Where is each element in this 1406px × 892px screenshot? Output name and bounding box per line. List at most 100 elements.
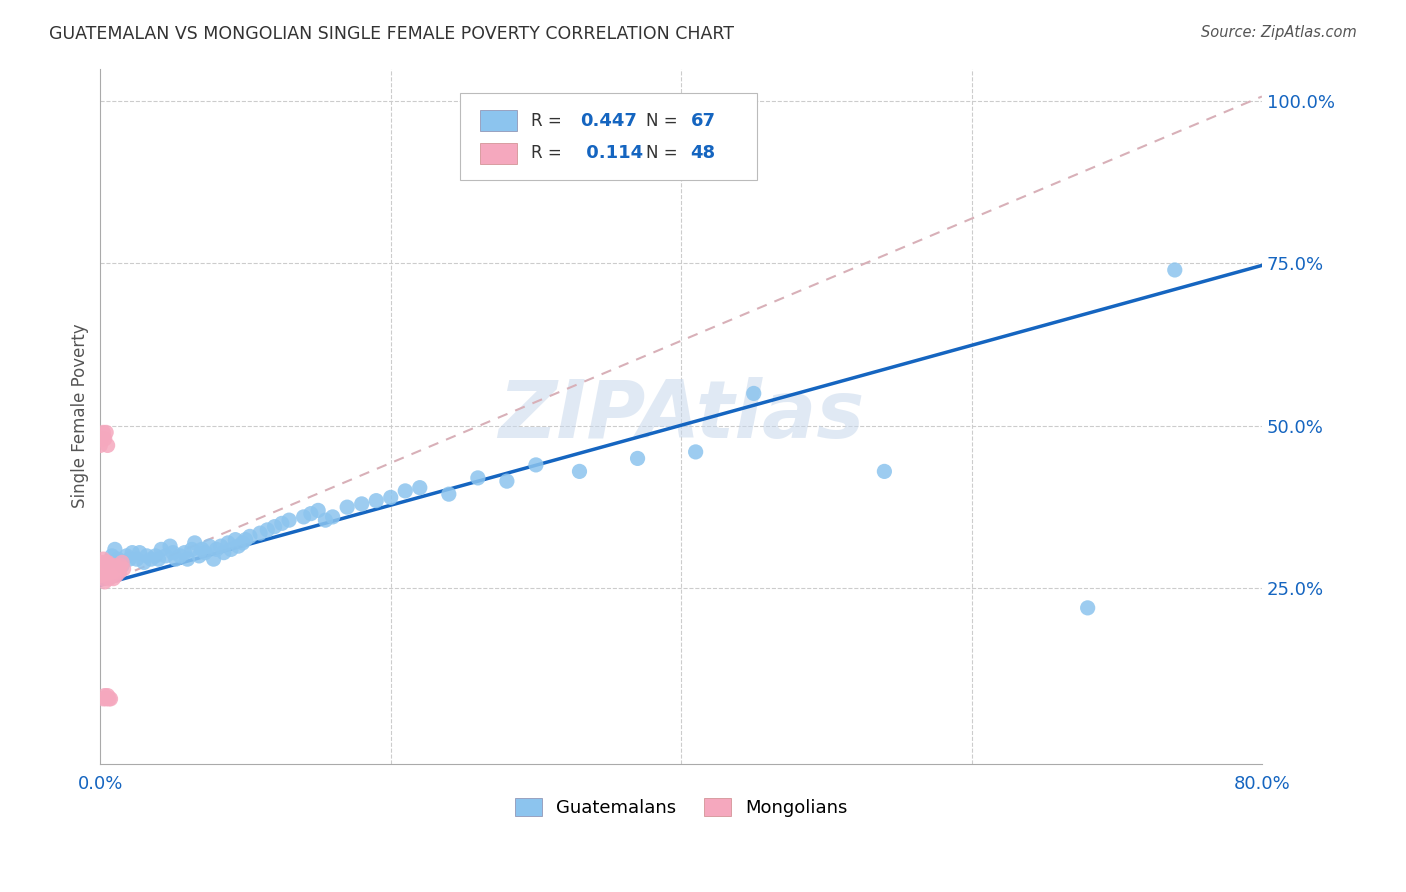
Point	[217, 536, 239, 550]
Point	[96, 555, 118, 569]
Point	[150, 542, 173, 557]
Point	[90, 432, 112, 446]
Text: ZIPAtlas: ZIPAtlas	[498, 377, 865, 455]
Point	[307, 503, 329, 517]
Point	[202, 552, 225, 566]
FancyBboxPatch shape	[481, 111, 517, 131]
Point	[101, 549, 124, 563]
Point	[101, 562, 124, 576]
Point	[299, 507, 322, 521]
Y-axis label: Single Female Poverty: Single Female Poverty	[72, 324, 89, 508]
FancyBboxPatch shape	[460, 93, 756, 180]
Point	[101, 568, 124, 582]
Text: R =: R =	[531, 145, 567, 162]
Point	[112, 562, 135, 576]
Point	[93, 432, 115, 446]
Point	[409, 481, 432, 495]
Point	[91, 558, 114, 573]
Point	[180, 542, 202, 557]
Point	[121, 546, 143, 560]
Point	[118, 552, 141, 566]
Point	[90, 558, 112, 573]
Point	[97, 555, 120, 569]
Point	[380, 491, 402, 505]
Point	[394, 483, 416, 498]
Point	[169, 549, 191, 563]
Point	[496, 474, 519, 488]
Point	[148, 552, 170, 566]
Point	[191, 542, 214, 557]
Point	[568, 464, 591, 478]
Point	[90, 562, 112, 576]
Point	[212, 546, 235, 560]
Point	[93, 689, 115, 703]
Point	[91, 572, 114, 586]
Point	[90, 565, 112, 579]
Point	[100, 691, 122, 706]
Point	[226, 539, 249, 553]
Point	[235, 533, 257, 547]
Point	[194, 546, 217, 560]
Point	[249, 526, 271, 541]
Point	[107, 552, 129, 566]
Text: Source: ZipAtlas.com: Source: ZipAtlas.com	[1201, 25, 1357, 40]
Point	[89, 438, 111, 452]
Legend: Guatemalans, Mongolians: Guatemalans, Mongolians	[508, 790, 855, 824]
Point	[524, 458, 547, 472]
Point	[104, 565, 127, 579]
Point	[239, 529, 262, 543]
Point	[183, 536, 205, 550]
Point	[125, 552, 148, 566]
Point	[132, 555, 155, 569]
Point	[209, 539, 232, 553]
Point	[742, 386, 765, 401]
Point	[115, 549, 138, 563]
Point	[97, 689, 120, 703]
Text: 0.114: 0.114	[581, 145, 643, 162]
Point	[128, 546, 150, 560]
Text: GUATEMALAN VS MONGOLIAN SINGLE FEMALE POVERTY CORRELATION CHART: GUATEMALAN VS MONGOLIAN SINGLE FEMALE PO…	[49, 25, 734, 43]
Point	[278, 513, 301, 527]
Point	[100, 568, 122, 582]
Point	[96, 425, 118, 440]
Text: 67: 67	[690, 112, 716, 129]
Point	[173, 546, 195, 560]
Point	[91, 691, 114, 706]
Point	[314, 513, 336, 527]
Point	[198, 539, 221, 553]
Point	[232, 536, 254, 550]
Point	[91, 565, 114, 579]
Point	[145, 549, 167, 563]
Point	[155, 549, 177, 563]
Point	[224, 533, 246, 547]
Point	[270, 516, 292, 531]
Point	[292, 509, 315, 524]
Point	[97, 562, 120, 576]
Point	[89, 568, 111, 582]
Point	[93, 555, 115, 569]
Point	[437, 487, 460, 501]
Point	[100, 558, 122, 573]
Point	[111, 555, 134, 569]
Point	[98, 572, 121, 586]
Point	[97, 568, 120, 582]
Point	[159, 539, 181, 553]
Point	[350, 497, 373, 511]
Point	[135, 549, 157, 563]
Point	[97, 555, 120, 569]
Point	[263, 519, 285, 533]
Point	[93, 574, 115, 589]
Point	[108, 565, 131, 579]
Text: N =: N =	[647, 112, 683, 129]
Point	[97, 438, 120, 452]
Point	[93, 562, 115, 576]
Point	[96, 568, 118, 582]
Point	[104, 542, 127, 557]
Point	[165, 552, 187, 566]
Point	[110, 558, 132, 573]
Point	[98, 565, 121, 579]
Point	[105, 568, 128, 582]
Point	[141, 552, 163, 566]
Point	[188, 549, 211, 563]
Point	[685, 445, 707, 459]
